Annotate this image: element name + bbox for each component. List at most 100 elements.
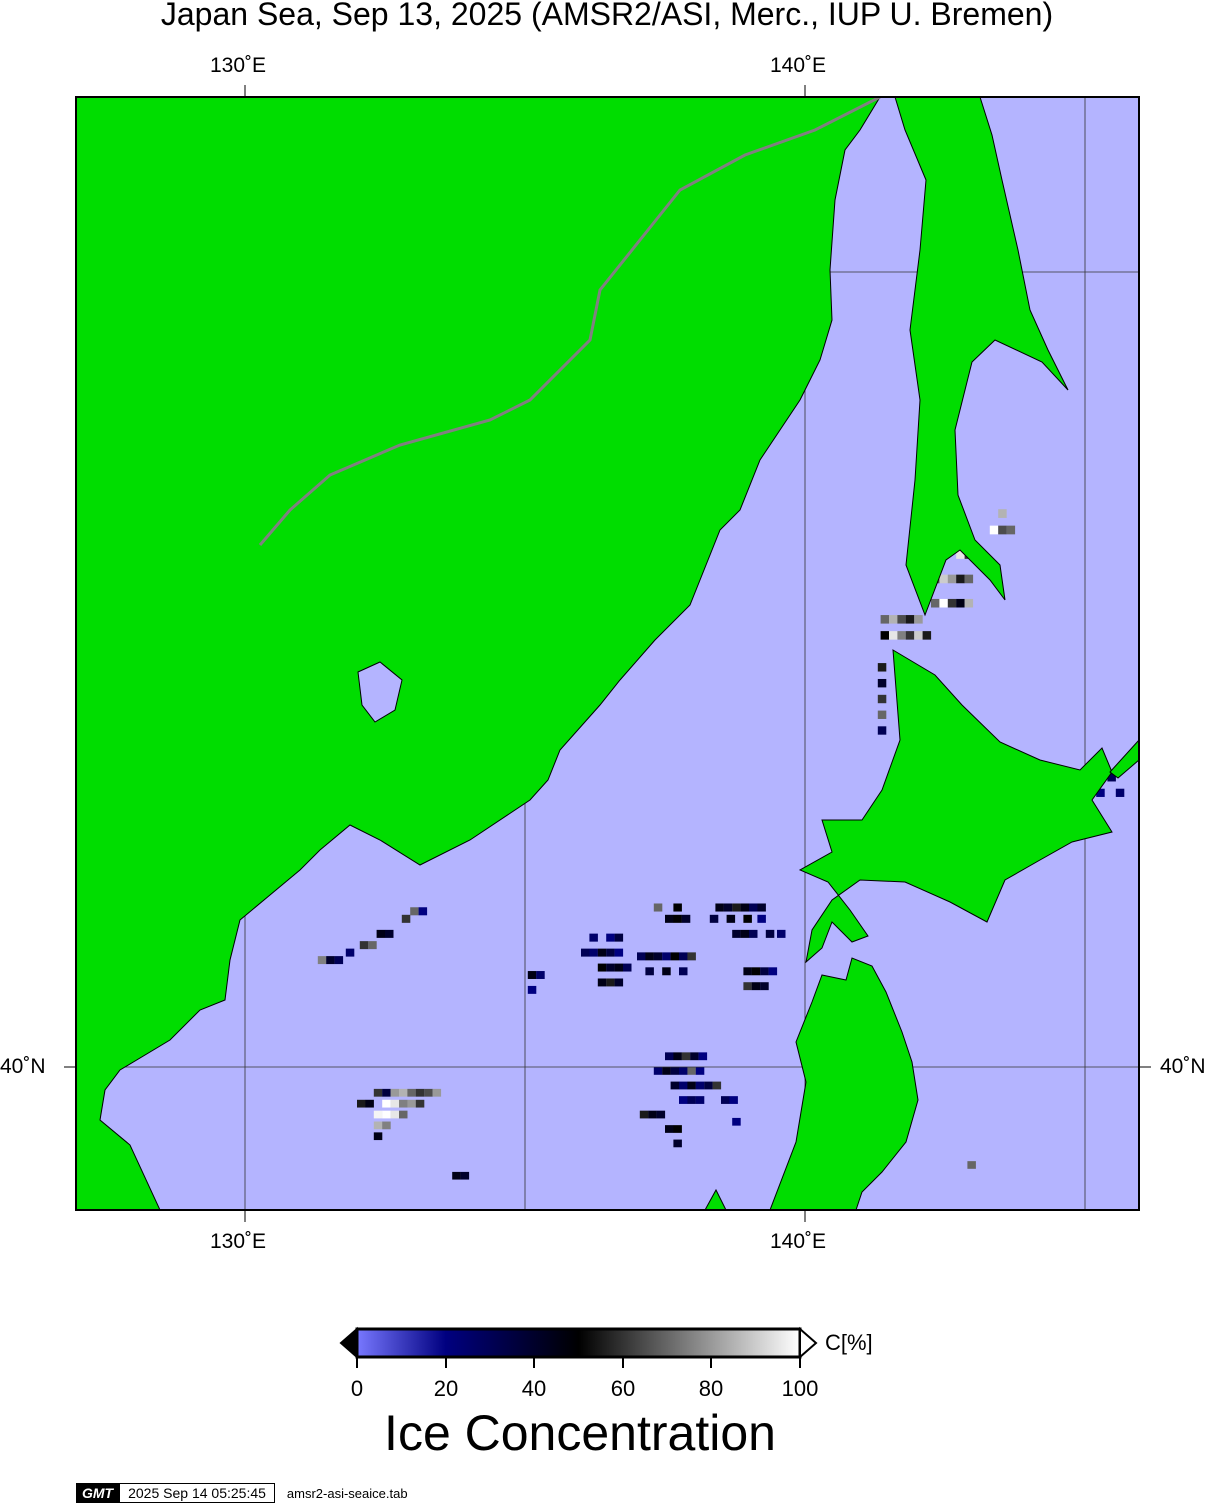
map-frame [75,96,1140,1211]
ice-cell [670,952,680,961]
ice-cell [597,963,607,972]
ice-cell [653,903,663,912]
ice-cell [905,615,915,624]
ice-cell [704,1081,713,1090]
ice-cell [345,948,355,957]
ice-cell [998,509,1007,518]
ice-cell [399,1088,408,1097]
ice-cell [956,550,965,559]
bottom-tick-140e: 140˚E [770,1230,827,1253]
ice-cell [695,1081,705,1090]
ice-cell [670,1067,680,1075]
ice-cell [914,631,923,640]
ice-cell [415,1099,425,1108]
colorbar-label: 20 [433,1376,459,1401]
ice-cell [589,933,598,942]
ice-cell [614,963,624,972]
ice-cell [877,710,887,719]
ice-cell [653,1067,663,1075]
colorbar-ticks [356,1357,801,1368]
ice-cell [679,1081,688,1090]
ice-cell [947,598,957,608]
ice-cell [967,1161,976,1169]
ice-cell [662,1067,671,1075]
ice-cell [931,598,940,608]
ice-cell [382,1088,391,1097]
colorbar-label: 80 [698,1376,724,1401]
ice-cell [947,574,957,584]
top-tick-130e: 130˚E [210,54,267,77]
ice-cell [382,1121,391,1130]
ice-cell [687,1081,696,1090]
ice-cell [670,1081,680,1090]
ice-cell [765,929,775,938]
ice-cell [373,1088,383,1097]
ice-cell [743,914,752,923]
ice-cell [679,1067,688,1075]
hokkaido-island [798,649,1113,964]
colorbar-label: 0 [350,1376,364,1401]
ice-cell [681,1052,691,1061]
sakhalin-island [894,97,1069,617]
ice-cell [614,933,624,942]
ice-cell [695,1096,705,1104]
bottom-tick-130e: 130˚E [210,1230,267,1253]
frame-ticks [64,85,1151,1222]
ice-cell [452,1171,461,1180]
ice-cell [732,929,741,938]
ice-cell [373,1121,383,1130]
ice-cell [432,1088,442,1097]
ice-cell [687,1067,696,1075]
ice-cell [751,982,761,991]
ice-cell [334,956,344,965]
ice-cell [424,1088,433,1097]
ice-cell [390,1099,400,1108]
ice-cell [390,1110,400,1119]
ice-cell [415,1088,425,1097]
ice-cell [407,1088,416,1097]
ice-cell [989,525,999,535]
ice-cell [956,598,965,608]
colorbar-low-triangle [339,1326,358,1360]
ice-cell [877,694,887,704]
ice-cell [648,1110,657,1119]
ice-cell [673,1125,682,1133]
ice-cell [365,1099,374,1108]
ice-cell [880,631,890,640]
ice-cell [729,1096,738,1104]
ice-cell [382,1110,391,1119]
ice-cell [956,574,965,584]
colorbar [339,1326,818,1368]
ice-cell [673,1052,682,1061]
ice-cell [637,952,646,961]
ice-cell [376,929,386,938]
ice-cell [317,956,327,965]
ice-cell [597,948,607,957]
ice-cell [712,1081,722,1090]
ice-cell [877,678,887,688]
ice-cell [749,903,758,912]
ice-cell [687,952,696,961]
ice-cell [922,631,932,640]
colorbar-high-triangle [799,1326,818,1360]
ice-cell [743,967,752,976]
ice-cell [418,907,428,916]
ice-cell [681,914,691,923]
ice-cell [460,1171,470,1180]
ice-cell [695,1067,705,1075]
ice-cell [399,1110,408,1119]
ice-cell [877,663,887,672]
ice-cell [390,1088,400,1097]
ice-cell [665,1052,674,1061]
ice-cell [645,967,654,976]
ice-cell [597,978,607,987]
honshu-island [769,957,919,1210]
ice-cell [653,952,663,961]
ice-cell [760,967,769,976]
ice-cell [665,914,674,923]
colorbar-label: 60 [610,1376,636,1401]
ice-cell [743,982,752,991]
lake-khanka [357,661,403,723]
ice-cell [757,903,766,912]
